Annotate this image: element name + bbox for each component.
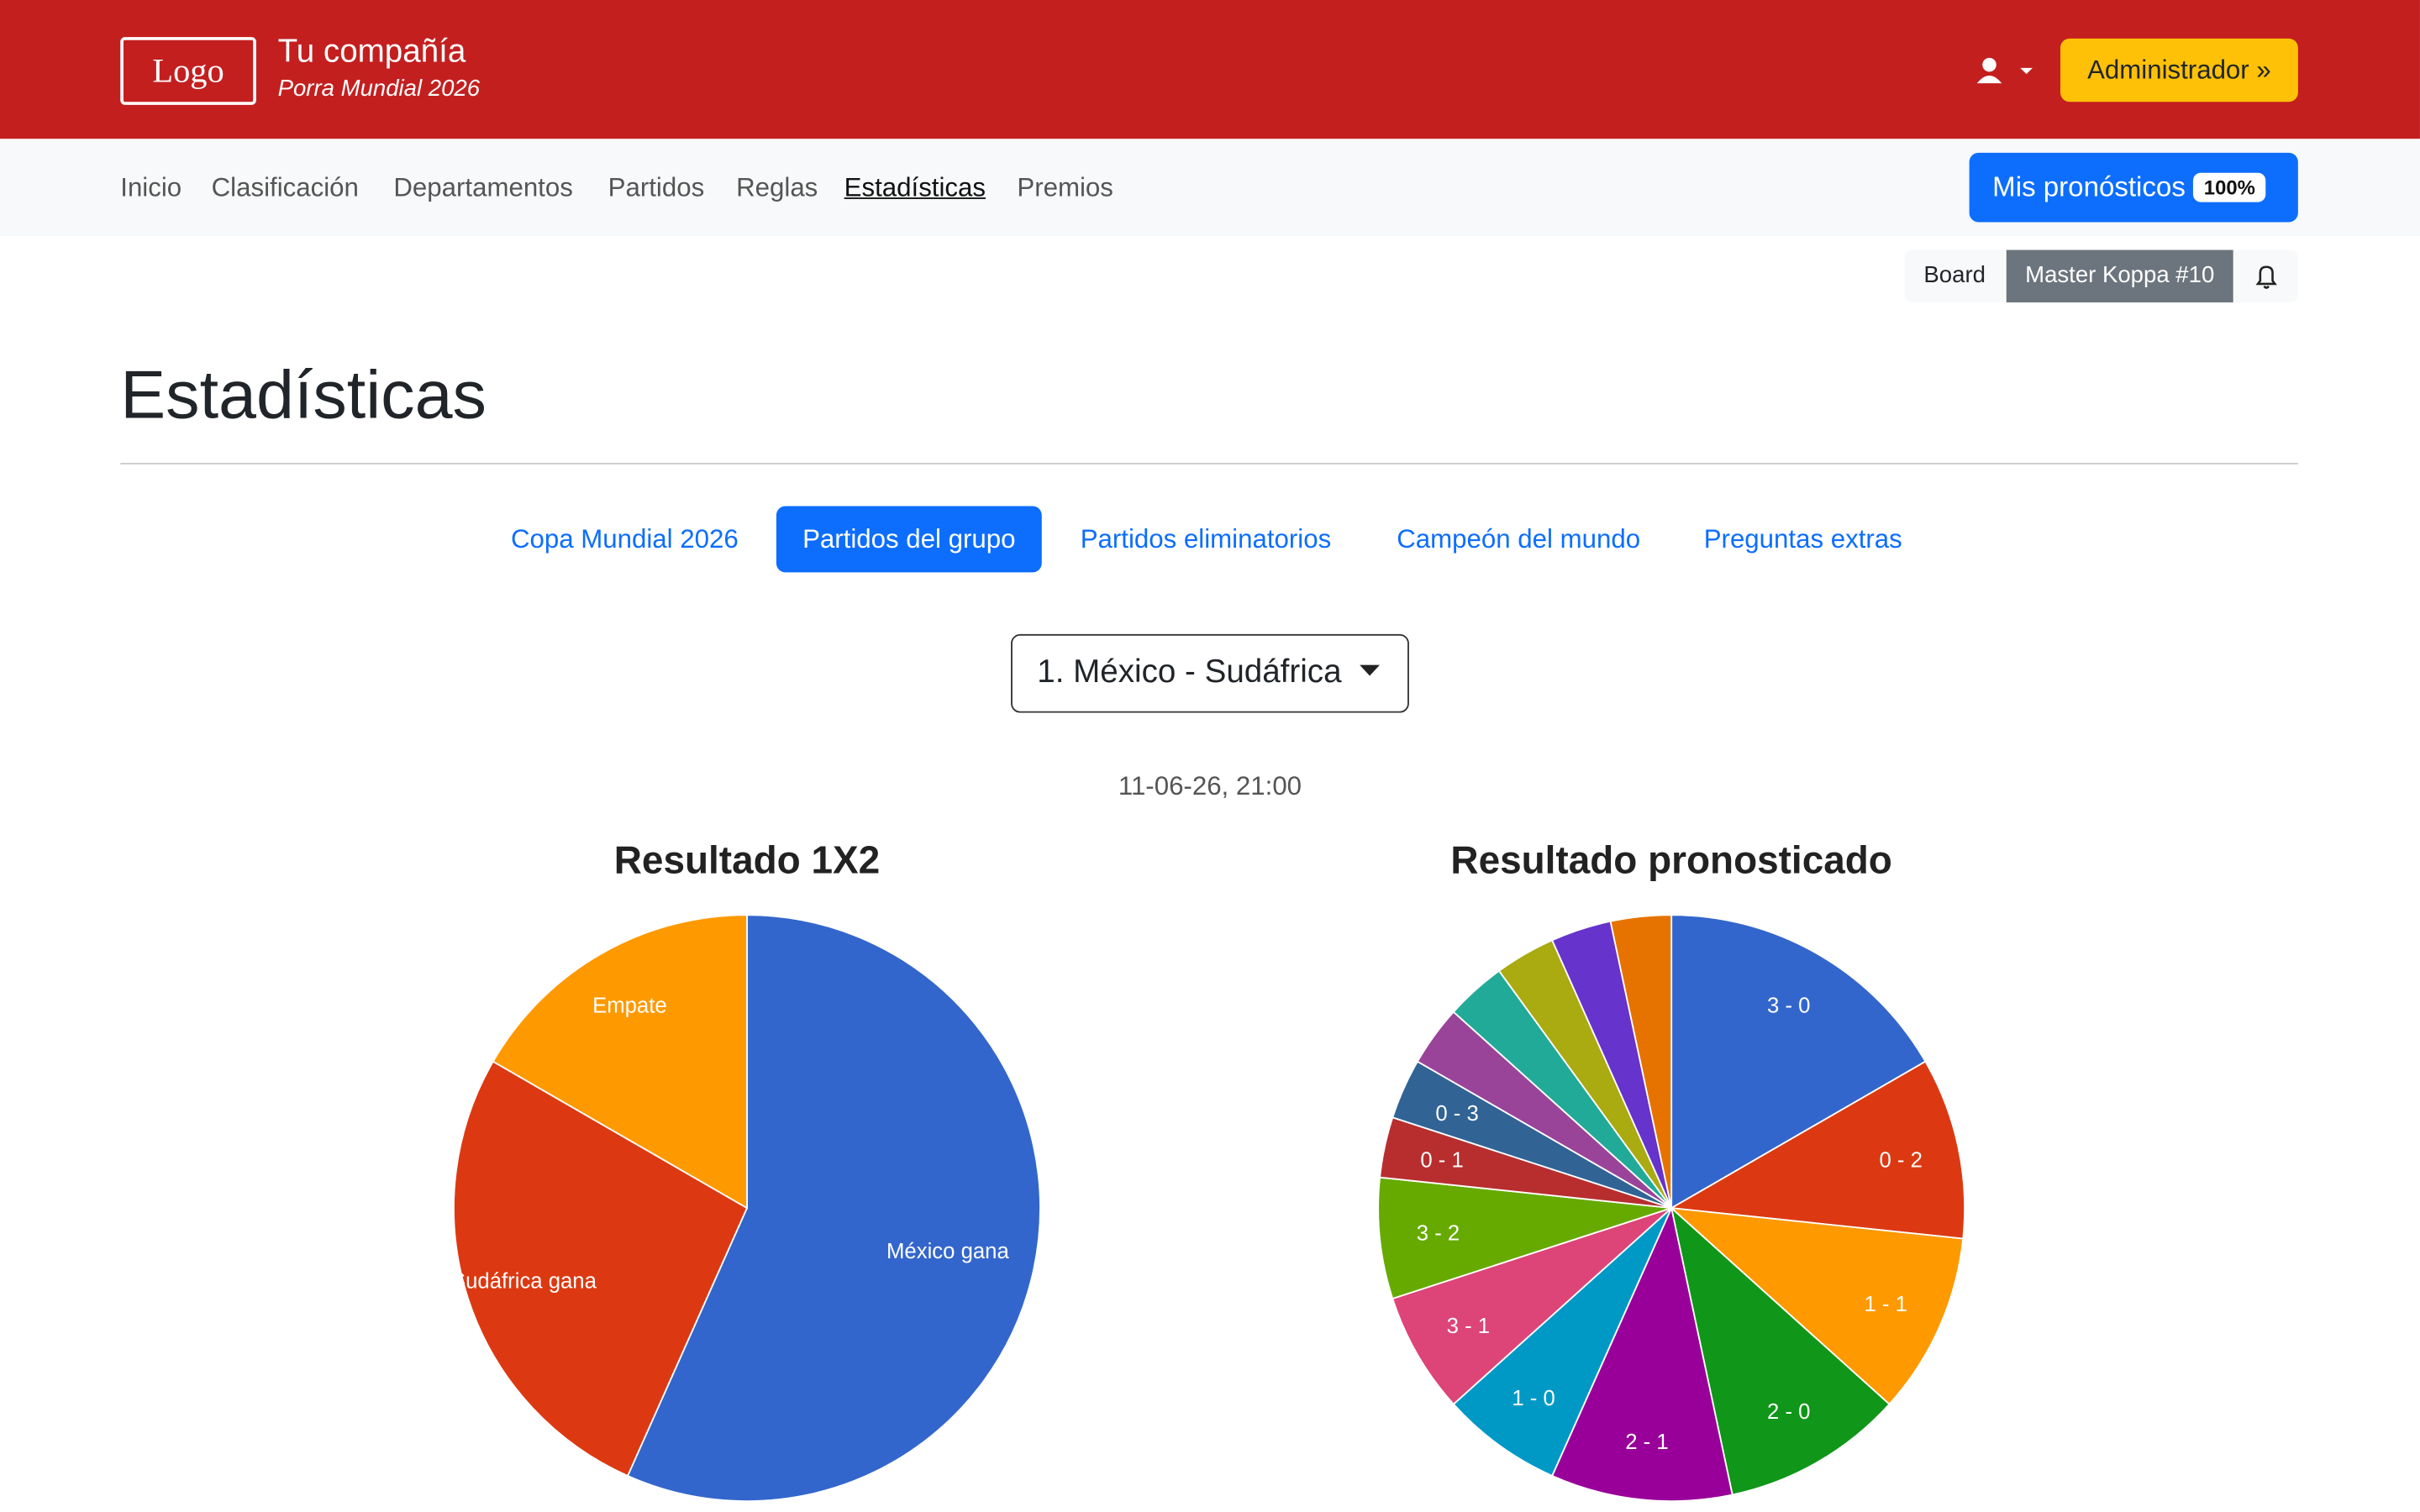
pie-slice [453,1060,749,1478]
nav-link[interactable]: Partidos [608,172,705,202]
nav-link[interactable]: Reglas [736,172,818,202]
slice-label: 0 - 2 [1880,1148,1923,1172]
pie-slice [492,914,748,1210]
page-title: Estadísticas [120,358,487,434]
slice-label: 3 - 1 [1447,1315,1490,1338]
tab[interactable]: Preguntas extras [1703,524,1902,554]
admin-button[interactable]: Administrador » [2060,38,2298,102]
subtitle: Porra Mundial 2026 [277,75,481,102]
nav-link[interactable]: Inicio [120,172,182,202]
pie-slice [1392,1207,1672,1405]
tab[interactable]: Copa Mundial 2026 [510,524,739,554]
chart-title: Resultado pronosticado [1450,838,1891,882]
pie-slice [1670,1205,1891,1496]
slice-label: Empate [592,995,667,1018]
match-date: 11-06-26, 21:00 [1118,771,1302,801]
user-menu[interactable] [1975,55,2037,87]
user-button[interactable]: Master Koppa #10 [2006,249,2233,302]
tab-active[interactable]: Partidos del grupo [776,506,1042,573]
chart-title: Resultado 1X2 [614,838,880,882]
bell-button[interactable] [2234,249,2298,302]
tab[interactable]: Partidos eliminatorios [1080,524,1332,554]
badge: 100% [2192,172,2266,202]
pie-slice [1609,914,1673,1209]
company: Tu compañía [277,34,466,70]
pie-slice [1669,1060,1965,1240]
pie-slice [1670,914,1927,1210]
pie-slice [1550,1205,1733,1503]
match-select[interactable] [1011,633,1409,713]
slice-label: 1 - 1 [1864,1293,1907,1316]
header [0,0,2420,139]
slice-label: 1 - 0 [1512,1387,1555,1410]
caret [1360,664,1381,676]
slice-label: 3 - 0 [1767,995,1810,1018]
slice-label: México gana [886,1240,1009,1263]
my-predictions-label: Mis pronósticos [1992,171,2186,202]
nav-link-active[interactable]: Estadísticas [844,172,986,202]
pie-slice [1452,1207,1672,1478]
tab[interactable]: Campeón del mundo [1397,524,1641,554]
match-label: 1. México - Sudáfrica [1037,654,1342,690]
divider [120,463,2298,465]
slice-label: 3 - 2 [1417,1222,1460,1246]
pie-slice [1669,1206,1965,1405]
board-button[interactable]: Board [1904,249,2005,302]
nav-link[interactable]: Clasificación [211,172,359,202]
slice-label: 2 - 1 [1625,1431,1668,1454]
bell-icon [2255,265,2277,289]
logo[interactable]: Logo [120,37,256,105]
pie-slice [626,914,1041,1502]
nav-link[interactable]: Premios [1017,172,1113,202]
nav-link[interactable]: Departamentos [393,172,573,202]
slice-label: Sudáfrica gana [451,1270,597,1294]
slice-label: 2 - 0 [1767,1400,1810,1424]
slice-label: 0 - 1 [1420,1148,1463,1172]
pie-slice [1377,1176,1672,1300]
slice-label: 0 - 3 [1435,1102,1478,1126]
